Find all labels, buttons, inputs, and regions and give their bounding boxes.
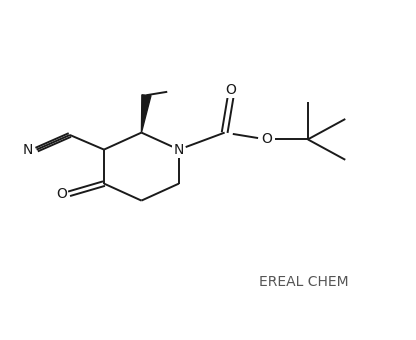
Text: O: O [225,83,236,97]
Polygon shape [141,95,151,133]
Text: N: N [23,142,33,157]
Text: EREAL CHEM: EREAL CHEM [259,275,349,289]
Text: O: O [261,132,272,147]
Text: O: O [56,187,67,201]
Text: N: N [174,142,184,157]
